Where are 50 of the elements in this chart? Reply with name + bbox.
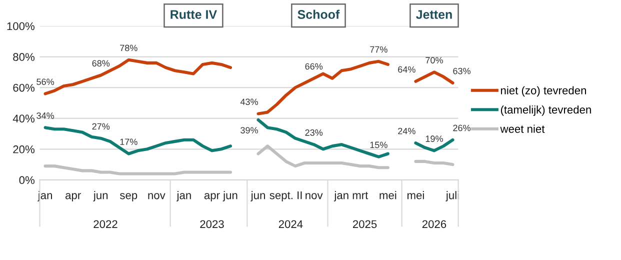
data-label: 17% (120, 138, 138, 145)
data-label: 24% (398, 128, 416, 134)
data-label: 23% (305, 129, 323, 136)
x-tick-label: jan (38, 191, 52, 202)
x-tick-label: nov (306, 193, 323, 200)
x-tick-label: jun (250, 191, 265, 202)
legend-label: niet (zo) tevreden (501, 86, 586, 97)
text: 2026 (422, 220, 446, 228)
x-tick-label: sept. II (270, 191, 302, 202)
y-tick-label: 40% (12, 114, 34, 122)
y-tick-label: 0% (19, 176, 34, 184)
x-tick-label: sep (120, 193, 138, 202)
y-tick-label: 60% (13, 84, 34, 92)
x-tick-label: nov (148, 193, 166, 200)
text: Jetten (416, 10, 452, 19)
x-tick-label: apr (204, 193, 220, 202)
x-tick-label: mei (407, 191, 424, 200)
data-label: 78% (120, 44, 138, 52)
legend-label: (tamelijk) tevreden (500, 105, 591, 116)
x-tick-label: jan (334, 191, 348, 202)
data-label: 19% (426, 136, 443, 142)
y-tick-label: 20% (13, 145, 34, 154)
data-label: 68% (92, 60, 110, 67)
data-label: 43% (240, 98, 258, 106)
data-label: 66% (305, 63, 323, 70)
text: Rutte IV (170, 10, 217, 19)
data-label: 15% (370, 142, 388, 148)
data-label: 64% (398, 66, 416, 73)
data-label: 63% (453, 68, 470, 74)
x-tick-label: jun (222, 191, 238, 202)
data-label: 70% (426, 57, 443, 64)
text: 2024 (278, 220, 303, 228)
x-tick-label: jun (93, 191, 108, 202)
data-label: 39% (240, 127, 258, 134)
x-tick-label: apr (66, 193, 81, 202)
data-label: 77% (370, 46, 388, 53)
y-tick-label: 100% (7, 22, 34, 30)
text: Schoof (298, 10, 340, 19)
text: 2022 (94, 220, 118, 228)
data-label: 56% (36, 78, 54, 85)
data-label: 26% (453, 124, 470, 132)
y-tick-label: 80% (13, 53, 34, 61)
data-label: 27% (92, 123, 110, 130)
x-tick-label: jan (176, 191, 191, 202)
legend-label: weet niet (500, 124, 545, 133)
text: 2023 (200, 220, 224, 228)
data-label: 34% (36, 112, 54, 119)
text: 2025 (352, 220, 377, 228)
x-tick-label: mrt (352, 192, 368, 200)
x-tick-label: mei (380, 191, 396, 200)
